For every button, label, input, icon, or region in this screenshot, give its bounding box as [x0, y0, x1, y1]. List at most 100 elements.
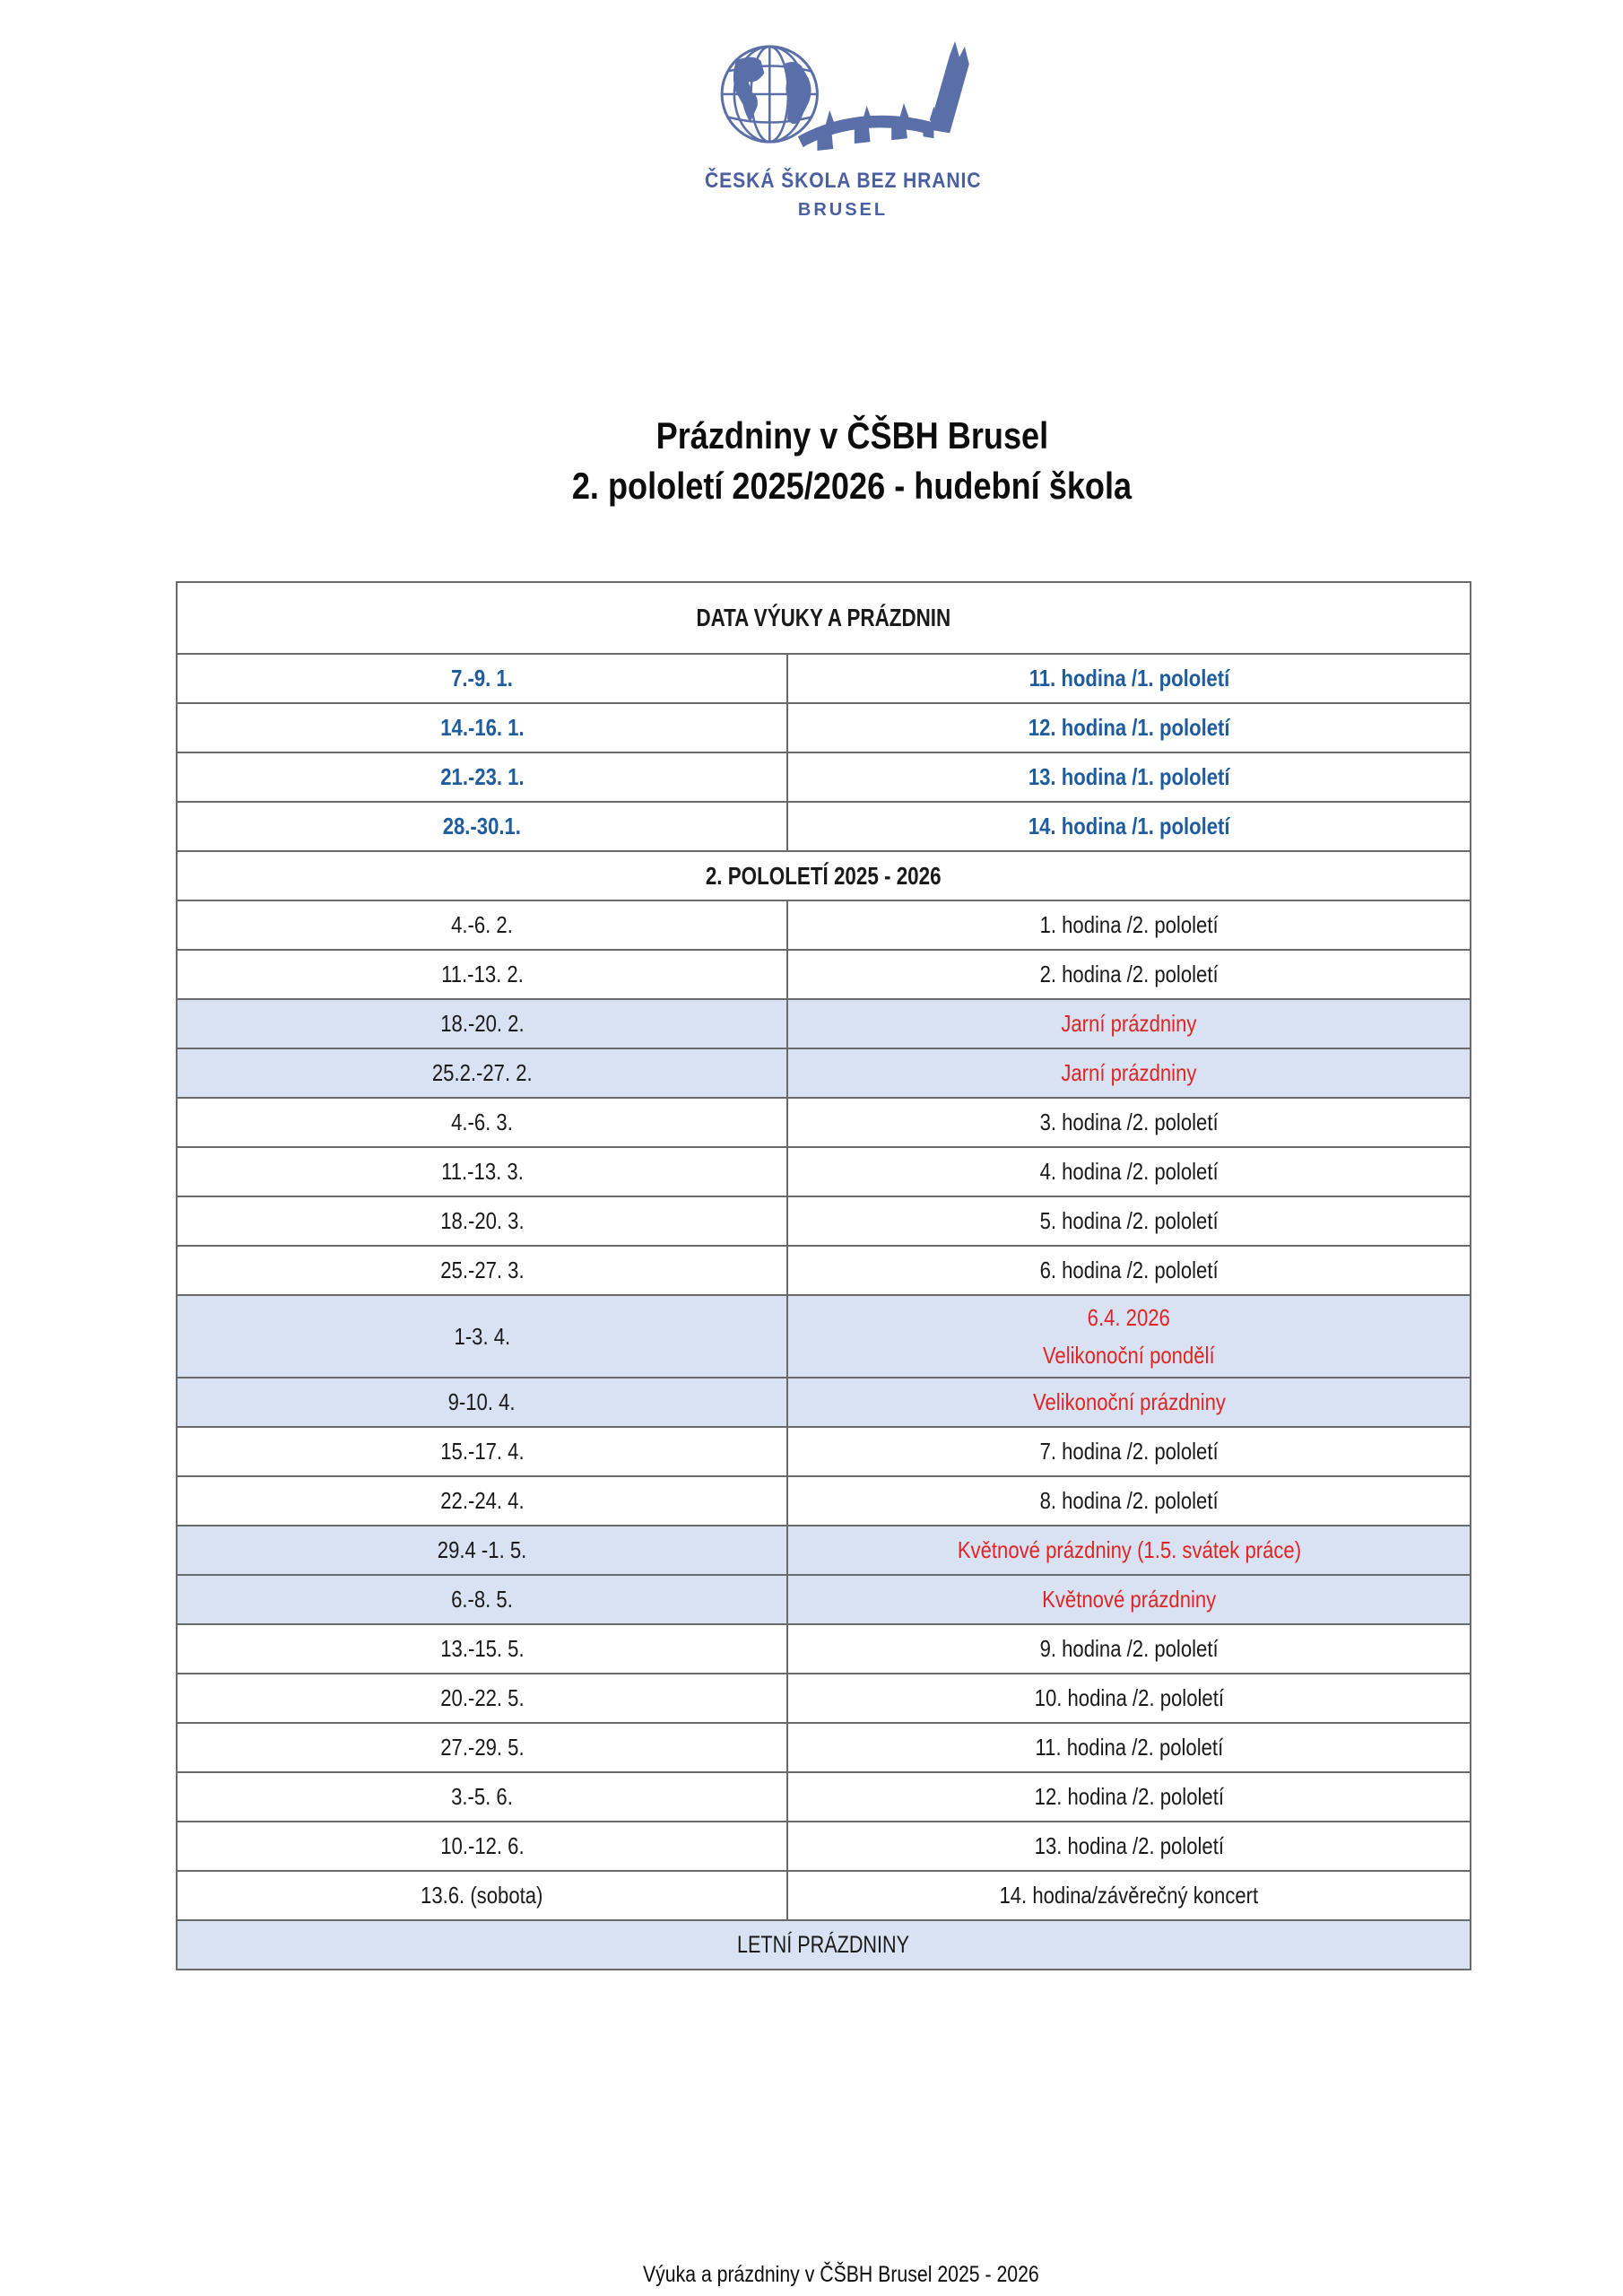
date-cell: 25.2.-27. 2. — [176, 1048, 788, 1099]
date-cell: 18.-20. 2. — [176, 998, 788, 1049]
lesson-cell: Květnové prázdniny — [786, 1574, 1471, 1625]
school-logo: ČESKÁ ŠKOLA BEZ HRANIC BRUSEL — [0, 38, 1623, 221]
schedule-row: 7.-9. 1. 11. hodina /1. pololetí — [176, 653, 1471, 704]
document-title-line2: 2. pololetí 2025/2026 - hudební škola — [571, 465, 1133, 507]
date-cell: 11.-13. 3. — [176, 1146, 788, 1197]
lesson-text: 4. hodina /2. pololetí — [1039, 1158, 1219, 1185]
date-text: 18.-20. 2. — [439, 1010, 525, 1037]
lesson-text: 11. hodina /2. pololetí — [1035, 1734, 1223, 1761]
date-cell: 28.-30.1. — [176, 801, 788, 852]
date-cell: 4.-6. 3. — [176, 1097, 788, 1148]
date-cell: 1-3. 4. — [176, 1294, 788, 1378]
date-text: 20.-22. 5. — [439, 1684, 525, 1711]
date-cell: 15.-17. 4. — [176, 1426, 788, 1477]
date-cell: 10.-12. 6. — [176, 1821, 788, 1872]
date-text: 28.-30.1. — [442, 813, 522, 839]
lesson-text: 14. hodina/závěrečný koncert — [999, 1882, 1259, 1909]
schedule-row: 10.-12. 6. 13. hodina /2. pololetí — [176, 1821, 1471, 1872]
schedule-row: 22.-24. 4. 8. hodina /2. pololetí — [176, 1475, 1471, 1526]
lesson-text: 11. hodina /1. pololetí — [1028, 665, 1229, 691]
date-text: 11.-13. 2. — [440, 961, 524, 987]
section-label-cell: 2. POLOLETÍ 2025 - 2026 — [176, 850, 1471, 901]
schedule-row: 15.-17. 4. 7. hodina /2. pololetí — [176, 1426, 1471, 1477]
date-text: 11.-13. 3. — [440, 1158, 524, 1185]
lesson-text: Jarní prázdniny — [1061, 1059, 1197, 1086]
date-cell: 21.-23. 1. — [176, 752, 788, 803]
date-text: 14.-16. 1. — [439, 714, 525, 741]
date-text: 25.-27. 3. — [439, 1257, 525, 1283]
document-title: Prázdniny v ČŠBH Brusel 2. pololetí 2025… — [0, 411, 1623, 511]
schedule-row: 28.-30.1. 14. hodina /1. pololetí — [176, 801, 1471, 852]
lesson-text: 1. hodina /2. pololetí — [1039, 911, 1219, 938]
lesson-cell: 5. hodina /2. pololetí — [786, 1196, 1471, 1247]
lesson-text: 12. hodina /1. pololetí — [1028, 714, 1230, 741]
section-row: LETNÍ PRÁZDNINY — [176, 1919, 1471, 1970]
lesson-cell: Květnové prázdniny (1.5. svátek práce) — [786, 1525, 1471, 1576]
lesson-text: 2. hodina /2. pololetí — [1039, 961, 1219, 987]
date-text: 18.-20. 3. — [439, 1207, 525, 1234]
schedule-row: 20.-22. 5. 10. hodina /2. pololetí — [176, 1673, 1471, 1724]
schedule-row: 9-10. 4. Velikonoční prázdniny — [176, 1377, 1471, 1428]
section-label-cell: LETNÍ PRÁZDNINY — [176, 1919, 1471, 1970]
lesson-text: 3. hodina /2. pololetí — [1039, 1109, 1219, 1135]
schedule-row: 3.-5. 6. 12. hodina /2. pololetí — [176, 1771, 1471, 1822]
date-cell: 22.-24. 4. — [176, 1475, 788, 1526]
section-label-cell: DATA VÝUKY A PRÁZDNIN — [176, 581, 1471, 655]
schedule-row: 13.-15. 5. 9. hodina /2. pololetí — [176, 1623, 1471, 1674]
globe-bridge-tower-icon — [720, 40, 969, 152]
schedule-row: 1-3. 4. 6.4. 2026 Velikonoční pondělí — [176, 1294, 1471, 1378]
date-cell: 13.6. (sobota) — [176, 1870, 788, 1921]
lesson-text: Velikonoční prázdniny — [1032, 1388, 1226, 1415]
lesson-cell: 6.4. 2026 Velikonoční pondělí — [786, 1294, 1471, 1378]
schedule-row: 14.-16. 1. 12. hodina /1. pololetí — [176, 702, 1471, 753]
schedule-row: 29.4 -1. 5. Květnové prázdniny (1.5. svát… — [176, 1525, 1471, 1576]
date-cell: 18.-20. 3. — [176, 1196, 788, 1247]
date-cell: 3.-5. 6. — [176, 1771, 788, 1822]
lesson-cell: 6. hodina /2. pololetí — [786, 1245, 1471, 1296]
lesson-text: Květnové prázdniny (1.5. svátek práce) — [957, 1536, 1301, 1563]
date-text: 4.-6. 2. — [451, 911, 513, 938]
lesson-cell: 4. hodina /2. pololetí — [786, 1146, 1471, 1197]
date-cell: 25.-27. 3. — [176, 1245, 788, 1296]
date-cell: 27.-29. 5. — [176, 1722, 788, 1773]
lesson-cell: 14. hodina/závěrečný koncert — [786, 1870, 1471, 1921]
section-label: LETNÍ PRÁZDNINY — [737, 1931, 910, 1958]
lesson-cell: Jarní prázdniny — [786, 1048, 1471, 1099]
date-text: 10.-12. 6. — [439, 1832, 525, 1859]
date-text: 6.-8. 5. — [451, 1586, 513, 1613]
lesson-cell: 14. hodina /1. pololetí — [786, 801, 1471, 852]
lesson-cell: 2. hodina /2. pololetí — [786, 949, 1471, 1000]
schedule-row: 11.-13. 2. 2. hodina /2. pololetí — [176, 949, 1471, 1000]
lesson-cell: 12. hodina /1. pololetí — [786, 702, 1471, 753]
date-cell: 13.-15. 5. — [176, 1623, 788, 1674]
section-label: DATA VÝUKY A PRÁZDNIN — [696, 604, 951, 631]
date-text: 13.-15. 5. — [439, 1635, 525, 1662]
lesson-text-line: 6.4. 2026 — [1087, 1304, 1171, 1331]
schedule-row: 18.-20. 2. Jarní prázdniny — [176, 998, 1471, 1049]
lesson-text: 12. hodina /2. pololetí — [1034, 1783, 1224, 1810]
section-row: DATA VÝUKY A PRÁZDNIN — [176, 581, 1471, 655]
date-text: 3.-5. 6. — [451, 1783, 513, 1810]
date-text: 1-3. 4. — [454, 1322, 510, 1350]
document-title-line1: Prázdniny v ČŠBH Brusel — [655, 414, 1048, 457]
lesson-text: 7. hodina /2. pololetí — [1039, 1438, 1219, 1465]
date-text: 25.2.-27. 2. — [431, 1059, 533, 1086]
schedule-row: 6.-8. 5. Květnové prázdniny — [176, 1574, 1471, 1625]
date-cell: 29.4 -1. 5. — [176, 1525, 788, 1576]
lesson-text: Květnové prázdniny — [1041, 1586, 1217, 1613]
date-cell: 4.-6. 2. — [176, 900, 788, 951]
lesson-text: 6.4. 2026 Velikonoční pondělí — [1043, 1299, 1215, 1374]
date-cell: 14.-16. 1. — [176, 702, 788, 753]
schedule-row: 21.-23. 1. 13. hodina /1. pololetí — [176, 752, 1471, 803]
lesson-cell: 13. hodina /2. pololetí — [786, 1821, 1471, 1872]
schedule-row: 4.-6. 2. 1. hodina /2. pololetí — [176, 900, 1471, 951]
lesson-cell: 9. hodina /2. pololetí — [786, 1623, 1471, 1674]
lesson-cell: 11. hodina /1. pololetí — [786, 653, 1471, 704]
date-cell: 7.-9. 1. — [176, 653, 788, 704]
schedule-row: 11.-13. 3. 4. hodina /2. pololetí — [176, 1146, 1471, 1197]
lesson-text: 6. hodina /2. pololetí — [1039, 1257, 1219, 1283]
lesson-text: 8. hodina /2. pololetí — [1039, 1487, 1219, 1514]
date-text: 4.-6. 3. — [451, 1109, 513, 1135]
date-text: 13.6. (sobota) — [421, 1882, 543, 1909]
schedule-row: 27.-29. 5. 11. hodina /2. pololetí — [176, 1722, 1471, 1773]
